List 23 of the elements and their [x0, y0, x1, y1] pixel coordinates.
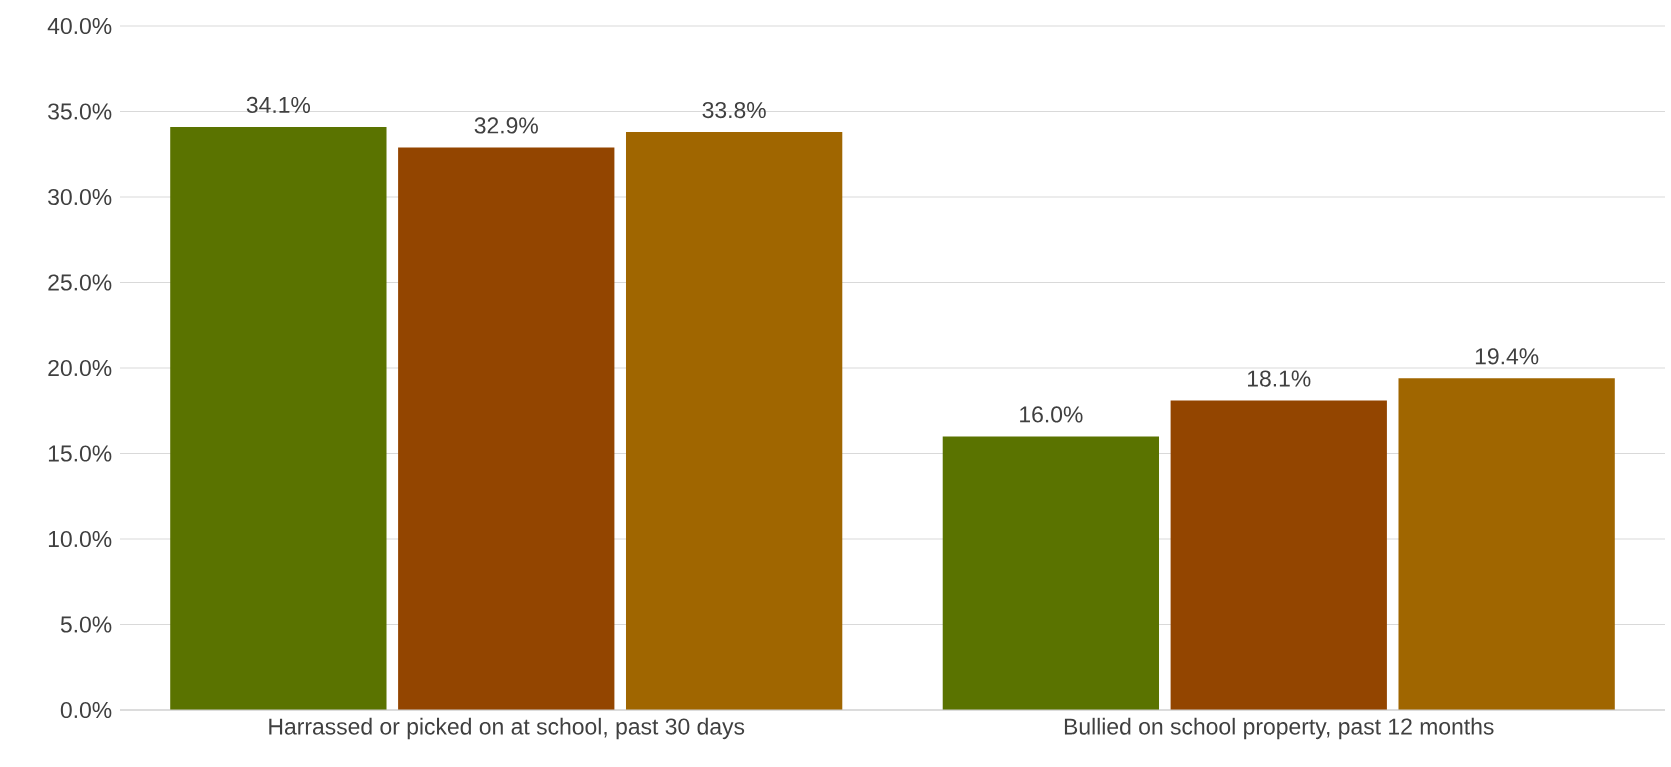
y-tick-label: 35.0% — [48, 103, 112, 120]
y-tick-label: 5.0% — [60, 616, 112, 633]
data-label: 19.4% — [1475, 348, 1539, 365]
y-tick-label: 30.0% — [48, 188, 112, 206]
bar — [1398, 378, 1615, 710]
data-label: 34.1% — [246, 96, 311, 114]
data-label: 16.0% — [1020, 406, 1083, 423]
y-tick-label: 15.0% — [48, 445, 112, 462]
y-tick-label: 10.0% — [48, 530, 112, 548]
bar — [170, 126, 387, 710]
bar — [1170, 400, 1387, 710]
data-label: 18.1% — [1248, 370, 1311, 387]
bar — [942, 436, 1160, 710]
y-tick-label: 20.0% — [48, 359, 112, 377]
y-tick-label: 0.0% — [60, 701, 112, 719]
y-tick-label: 25.0% — [48, 274, 112, 291]
x-tick-label: Harrassed or picked on at school, past 30 days — [269, 717, 745, 740]
y-tick-label: 40.0% — [47, 17, 112, 35]
data-label: 33.8% — [702, 101, 766, 119]
data-label: 32.9% — [474, 117, 538, 134]
bar — [625, 132, 843, 710]
bar — [398, 147, 615, 710]
x-tick-label: Bullied on school property, past 12 months — [1064, 717, 1494, 740]
